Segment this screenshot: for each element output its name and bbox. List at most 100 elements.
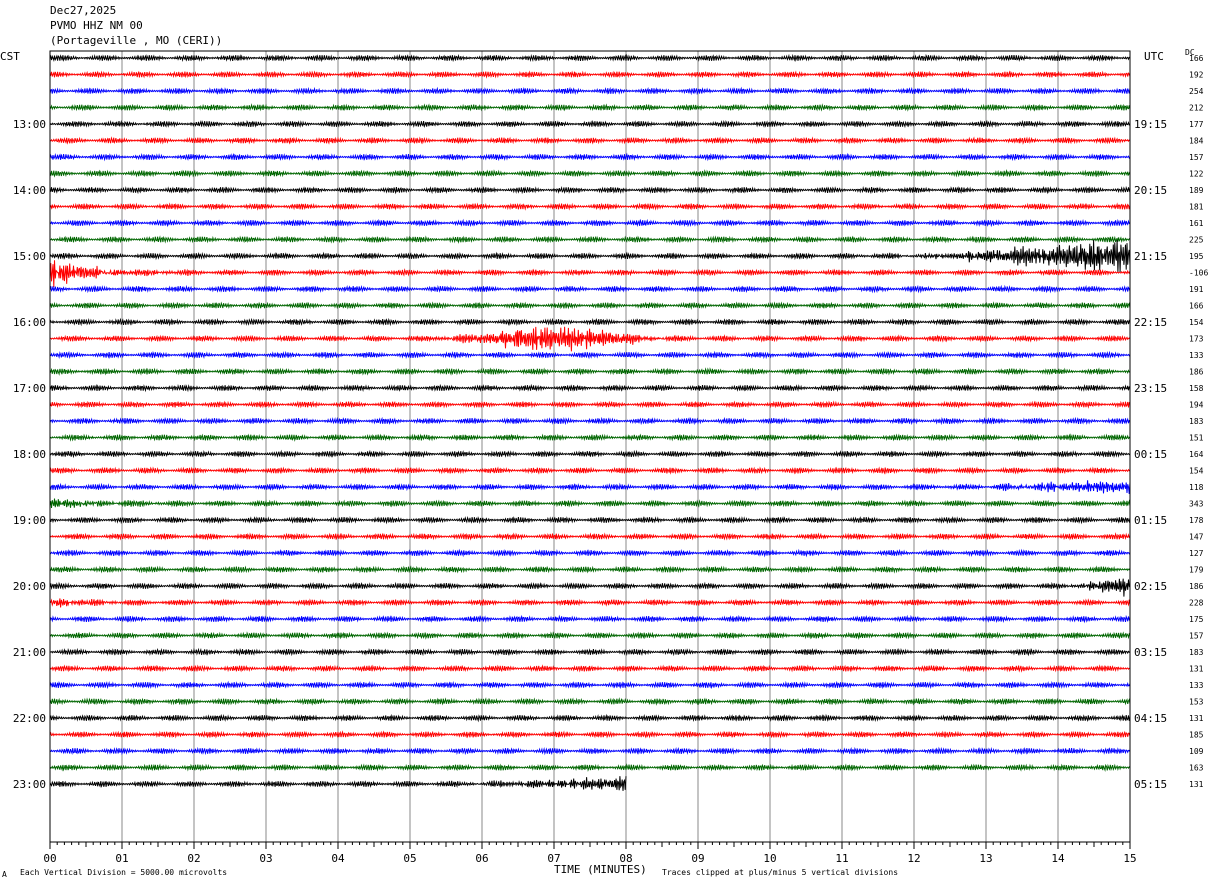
trace-line [49,532,1131,541]
clip-note: Traces clipped at plus/minus 5 vertical … [662,868,899,877]
trace-line [49,647,1131,657]
x-tick-label: 09 [691,852,704,865]
dc-offset-label: 191 [1189,285,1204,294]
dc-offset-label: 122 [1189,170,1204,179]
trace-line [50,326,1131,352]
dc-offset-label: 179 [1189,566,1204,575]
trace-line [49,433,1131,442]
header-location: (Portageville , MO (CERI)) [50,34,223,47]
left-hour-label: 19:00 [13,514,46,527]
right-timezone-label: UTC [1144,50,1164,63]
left-hour-label: 16:00 [13,316,46,329]
trace-line [49,713,1131,723]
right-hour-label: 20:15 [1134,184,1167,197]
scale-note: Each Vertical Division = 5000.00 microvo… [20,868,228,877]
trace-line [49,776,627,791]
left-hour-label: 18:00 [13,448,46,461]
dc-offset-label: 158 [1189,384,1204,393]
trace-line [49,235,1131,244]
trace-line [49,697,1131,706]
dc-offset-label: 153 [1189,698,1204,707]
dc-offset-label: 178 [1189,516,1204,525]
trace-line [49,136,1131,145]
x-tick-label: 02 [187,852,200,865]
x-tick-label: 00 [43,852,56,865]
dc-offset-label: 194 [1189,401,1204,410]
trace-line [49,185,1131,195]
x-tick-label: 08 [619,852,632,865]
x-tick-label: 10 [763,852,776,865]
x-tick-label: 03 [259,852,272,865]
dc-offset-label: 192 [1189,71,1204,80]
left-timezone-label: CST [0,50,20,63]
trace-line [49,260,1131,288]
dc-offset-label: -106 [1189,269,1208,278]
trace-line [49,53,1131,63]
trace-line [49,367,1131,376]
trace-line [49,598,1131,608]
dc-offset-label: 133 [1189,351,1204,360]
corner-mark: A [2,870,7,879]
trace-line [49,103,1131,112]
dc-offset-label: 166 [1189,302,1204,311]
trace-line [49,565,1131,574]
dc-offset-label: 131 [1189,665,1204,674]
x-tick-label: 12 [907,852,920,865]
x-tick-label: 05 [403,852,416,865]
dc-offset-label: 131 [1189,714,1204,723]
x-tick-label: 14 [1051,852,1065,865]
plot-frame [49,50,1131,849]
right-hour-label: 03:15 [1134,646,1167,659]
dc-offset-label: 228 [1189,599,1204,608]
seismic-traces [49,53,1131,791]
trace-line [49,70,1131,79]
trace-line [49,664,1131,673]
dc-offset-label: 173 [1189,335,1204,344]
trace-line [49,578,1131,597]
trace-line [49,614,1131,624]
right-hour-label: 01:15 [1134,514,1167,527]
trace-line [49,680,1131,690]
trace-line [49,317,1131,327]
dc-offset-label: 175 [1189,615,1204,624]
dc-offset-label: 181 [1189,203,1204,212]
dc-offset-label: 195 [1189,252,1204,261]
trace-line [49,152,1131,162]
right-hour-label: 02:15 [1134,580,1167,593]
dc-offset-label: 151 [1189,434,1204,443]
dc-offset-label: 254 [1189,87,1204,96]
x-axis-title: TIME (MINUTES) [554,863,647,876]
dc-offset-label: 154 [1189,318,1204,327]
dc-offset-label: 184 [1189,137,1204,146]
dc-offset-label: 186 [1189,368,1204,377]
dc-offset-label: 157 [1189,632,1204,641]
trace-line [49,86,1131,96]
dc-offset-label: 225 [1189,236,1204,245]
x-tick-label: 11 [835,852,848,865]
trace-line [49,449,1131,459]
dc-offset-label: 147 [1189,533,1204,542]
trace-line [49,284,1131,294]
dc-offset-label: 183 [1189,648,1204,657]
trace-line [49,416,1131,426]
left-hour-label: 14:00 [13,184,46,197]
x-tick-label: 15 [1123,852,1136,865]
trace-line [49,350,1131,360]
trace-line [49,239,1131,273]
left-hour-label: 22:00 [13,712,46,725]
right-hour-label: 00:15 [1134,448,1167,461]
trace-line [49,466,1131,475]
left-hour-label: 15:00 [13,250,46,263]
dc-offset-label: 186 [1189,582,1204,591]
right-hour-label: 19:15 [1134,118,1167,131]
trace-line [49,400,1131,409]
dc-offset-label: 343 [1189,500,1204,509]
dc-offset-label: 131 [1189,780,1204,789]
dc-offset-label: 118 [1189,483,1204,492]
left-hour-label: 20:00 [13,580,46,593]
dc-offset-label: 183 [1189,417,1204,426]
dc-offset-label: 189 [1189,186,1204,195]
trace-line [49,202,1131,211]
left-hour-label: 17:00 [13,382,46,395]
dc-header-label: DC [1185,48,1195,57]
